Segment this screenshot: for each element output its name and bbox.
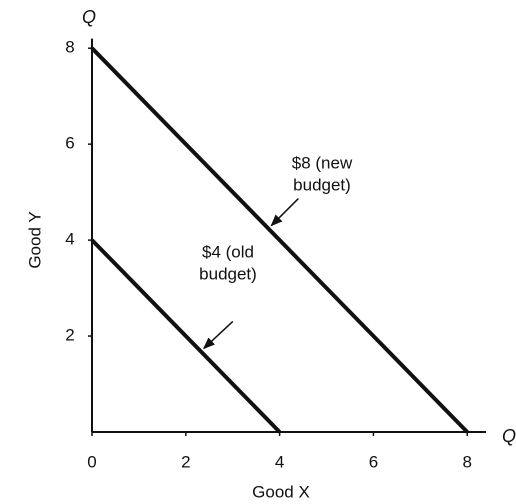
annotation-arrow xyxy=(202,320,234,350)
budget-line xyxy=(90,238,282,434)
annotation: budget) xyxy=(293,175,351,194)
annotation-arrow xyxy=(270,198,299,227)
budget-line xyxy=(90,46,469,434)
x-tick-label: 2 xyxy=(181,452,190,471)
y-axis-end-label: Q xyxy=(82,7,96,27)
x-axis-end-label: Q xyxy=(502,426,516,446)
x-tick-label: 6 xyxy=(369,452,378,471)
y-tick-label: 4 xyxy=(65,230,74,249)
x-tick-label: 8 xyxy=(463,452,472,471)
x-tick-label: 4 xyxy=(275,452,284,471)
annotation: budget) xyxy=(199,264,257,283)
annotation: $4 (old xyxy=(202,242,254,261)
y-tick-label: 8 xyxy=(65,38,74,57)
y-tick-label: 2 xyxy=(65,326,74,345)
x-tick-label: 0 xyxy=(87,452,96,471)
y-tick-label: 6 xyxy=(65,134,74,153)
annotation: $8 (new xyxy=(292,153,353,172)
y-axis-label: Good Y xyxy=(25,211,44,268)
x-axis-label: Good X xyxy=(252,482,310,501)
